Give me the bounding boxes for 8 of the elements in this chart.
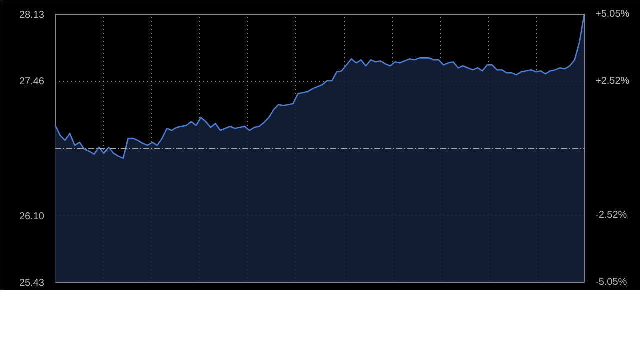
y2-tick-label: +5.05% — [596, 9, 630, 20]
y-tick-label: 28.13 — [19, 10, 45, 21]
y2-tick-label: -2.52% — [596, 210, 628, 221]
y2-tick-label: +2.52% — [596, 76, 630, 88]
y-tick-label: 27.46 — [19, 76, 45, 88]
y2-tick-label: -5.05% — [596, 277, 628, 288]
y-tick-label: 26.10 — [19, 211, 45, 222]
y-tick-label: 25.43 — [19, 278, 45, 289]
